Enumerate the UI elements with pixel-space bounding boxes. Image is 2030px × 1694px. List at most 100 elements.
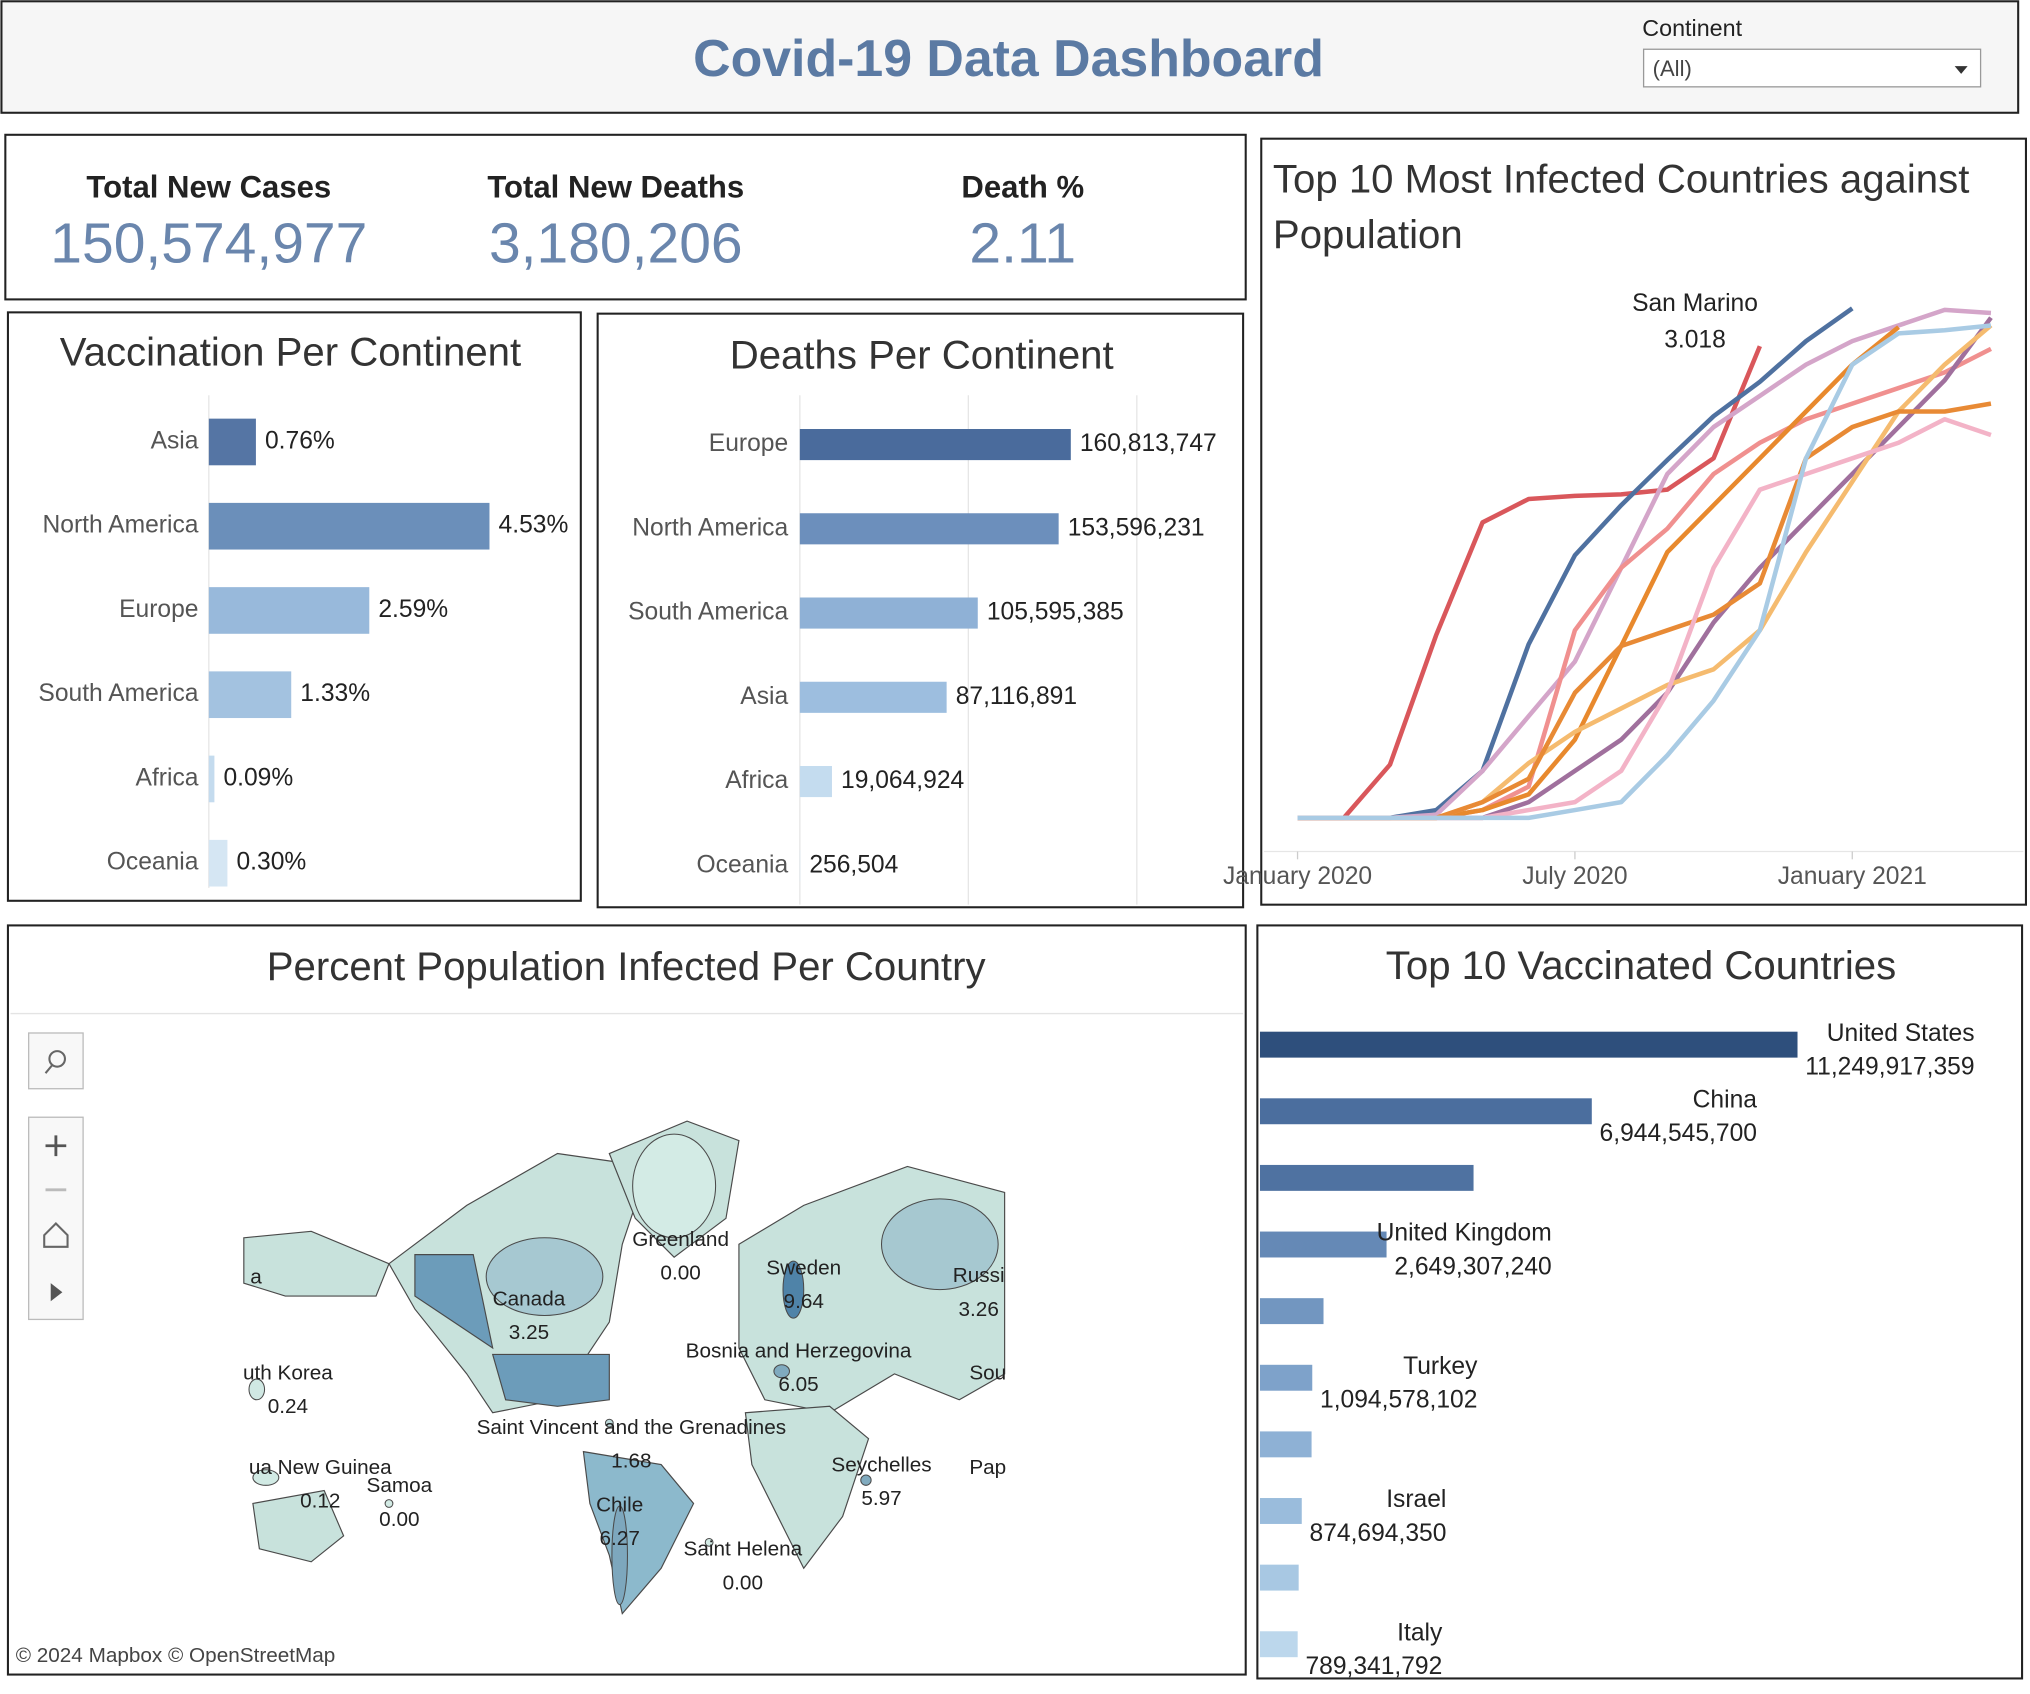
dropdown-box[interactable] — [1642, 48, 1982, 88]
category-label: Africa — [136, 764, 199, 791]
value-label: 153,596,231 — [1068, 514, 1205, 541]
bar — [1259, 1431, 1312, 1458]
country-value: 6.05 — [778, 1373, 818, 1396]
country-label: Bosnia and Herzegovina — [686, 1339, 912, 1362]
country-region — [604, 1418, 614, 1428]
series-line — [1297, 345, 1762, 821]
country-region — [632, 1133, 717, 1239]
x-tick-label: January 2021 — [1778, 863, 1927, 890]
bar — [799, 681, 947, 713]
kpi-label: Total New Deaths — [487, 169, 744, 204]
bar — [1259, 1031, 1798, 1058]
value-label: 789,341,792 — [1305, 1653, 1442, 1680]
x-tick-label: January 2020 — [1223, 863, 1372, 890]
dropdown-value[interactable]: (All) — [1653, 56, 1692, 81]
map-controls[interactable] — [28, 1032, 84, 1321]
value-label: 87,116,891 — [956, 683, 1077, 710]
value-label: 256,504 — [809, 851, 898, 878]
country-label: a — [250, 1265, 262, 1288]
home-button[interactable] — [43, 1222, 69, 1248]
country-value: 6.27 — [600, 1527, 640, 1550]
country-region — [704, 1537, 714, 1547]
value-label: 11,249,917,359 — [1805, 1053, 1974, 1080]
country-region — [248, 1378, 266, 1401]
value-label: 0.30% — [236, 849, 306, 876]
dashboard-title: Covid-19 Data Dashboard — [693, 29, 1324, 87]
category-label: Italy — [1397, 1619, 1443, 1646]
chart-title: Vaccination Per Continent — [60, 330, 521, 375]
country-label: Saint Helena — [683, 1538, 802, 1561]
bar — [208, 755, 215, 803]
search-icon[interactable] — [48, 1050, 66, 1068]
bar — [1259, 1298, 1324, 1325]
country-value: 0.12 — [300, 1490, 340, 1513]
bar — [799, 597, 978, 629]
value-label: 1,094,578,102 — [1320, 1387, 1477, 1414]
bar — [208, 418, 256, 466]
country-region — [485, 1237, 604, 1317]
value-label: 105,595,385 — [987, 599, 1124, 626]
annotation-label: San Marino — [1632, 290, 1758, 317]
chart-title: Percent Population Infected Per Country — [267, 944, 986, 989]
value-label: 0.09% — [223, 764, 293, 791]
category-label: United Kingdom — [1377, 1220, 1552, 1247]
category-label: Africa — [725, 767, 788, 794]
dropdown-arrow[interactable] — [1954, 66, 1968, 74]
value-label: 19,064,924 — [841, 767, 964, 794]
country-value: 9.64 — [784, 1290, 824, 1313]
filter-dropdown[interactable]: (All) — [1642, 48, 1982, 88]
value-label: 6,944,545,700 — [1600, 1120, 1757, 1147]
bar — [1259, 1564, 1299, 1591]
bar — [1259, 1364, 1313, 1391]
bar — [799, 765, 832, 798]
category-label: South America — [628, 599, 788, 626]
value-label: 4.53% — [499, 512, 569, 539]
category-label: Oceania — [697, 851, 789, 878]
country-label: Chile — [596, 1494, 643, 1517]
country-label: ua New Guinea — [249, 1456, 392, 1479]
category-label: Asia — [151, 427, 199, 454]
search-button[interactable] — [28, 1032, 84, 1090]
kpi-value: 150,574,977 — [50, 212, 367, 276]
category-label: China — [1693, 1086, 1758, 1113]
country-region — [252, 1469, 280, 1486]
country-label: Greenland — [632, 1228, 729, 1251]
map-attribution: © 2024 Mapbox © OpenStreetMap — [16, 1644, 336, 1667]
zoom-in[interactable] — [45, 1135, 67, 1157]
kpi-panel — [4, 133, 1247, 301]
value-label: 160,813,747 — [1080, 430, 1217, 457]
country-label: Sweden — [766, 1256, 841, 1279]
country-value: 1.68 — [611, 1449, 651, 1472]
country-region — [880, 1198, 999, 1291]
country-value: 3.26 — [959, 1298, 999, 1321]
country-region — [611, 1505, 628, 1606]
bar — [1259, 1098, 1592, 1125]
country-label: Samoa — [367, 1474, 433, 1497]
category-label: North America — [43, 512, 199, 539]
category-label: United States — [1827, 1020, 1975, 1047]
land — [414, 1254, 494, 1350]
country-label: Pap — [969, 1456, 1006, 1479]
annotation-value: 3.018 — [1664, 326, 1726, 353]
play-button[interactable] — [50, 1283, 63, 1302]
country-label: Canada — [493, 1287, 566, 1310]
bar — [799, 429, 1071, 461]
bar — [799, 513, 1059, 545]
value-label: 0.76% — [265, 427, 335, 454]
value-label: 1.33% — [300, 680, 370, 707]
country-value: 5.97 — [861, 1487, 901, 1510]
country-label: Sou — [969, 1361, 1006, 1384]
search-icon[interactable] — [44, 1064, 53, 1074]
chart-title: Deaths Per Continent — [730, 332, 1114, 377]
bar — [1259, 1498, 1302, 1524]
value-label: 2,649,307,240 — [1394, 1253, 1551, 1280]
bar — [1259, 1631, 1298, 1658]
category-label: Oceania — [107, 849, 199, 876]
category-label: Europe — [119, 596, 198, 623]
country-label: Seychelles — [831, 1453, 931, 1476]
kpi-value: 3,180,206 — [489, 212, 743, 276]
country-region — [782, 1260, 805, 1319]
bar — [208, 839, 228, 887]
category-label: North America — [632, 514, 788, 541]
